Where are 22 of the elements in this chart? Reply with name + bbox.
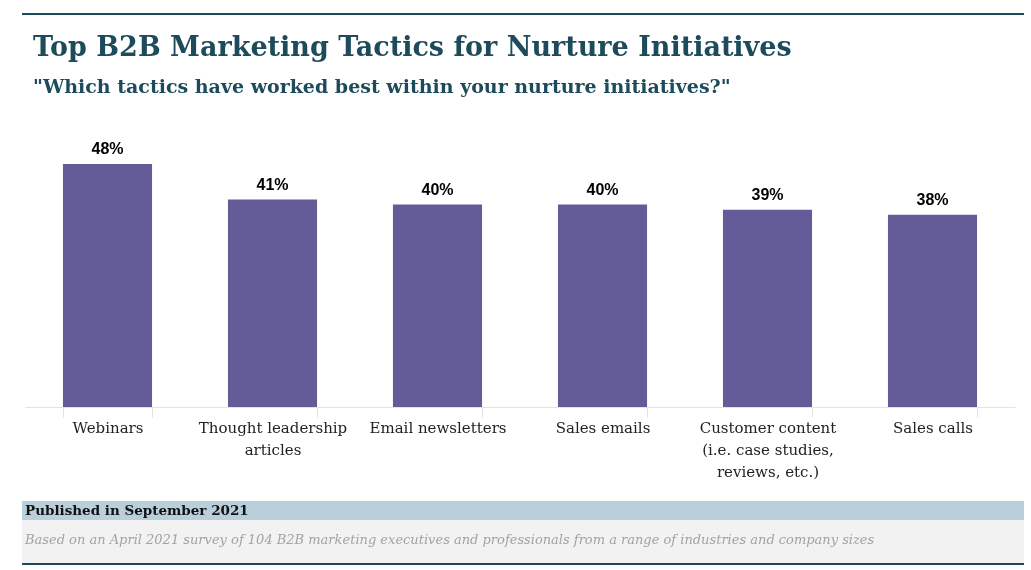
chart-subtitle: "Which tactics have worked best within your nurture initiatives?": [33, 75, 731, 98]
data-label: 40%: [421, 180, 454, 198]
chart-title: Top B2B Marketing Tactics for Nurture Initiatives: [33, 31, 792, 63]
x-tick-label: Customer content (i.e. case studies, reviews, etc.): [699, 418, 837, 481]
x-tick-label: Email newsletters: [369, 418, 507, 437]
bar: [722, 209, 813, 407]
footer-band: Published in September 2021: [22, 501, 1024, 520]
data-label: 38%: [916, 190, 949, 208]
x-tick-label: Sales emails: [555, 418, 651, 437]
data-label: 41%: [256, 175, 289, 193]
bar: [392, 204, 483, 407]
x-tick-label: Thought leadership articles: [198, 418, 348, 459]
x-tick-label: Webinars: [72, 418, 144, 437]
data-label: 39%: [751, 185, 784, 203]
bar: [62, 164, 153, 407]
bar: [887, 214, 978, 407]
footer-band: Based on an April 2021 survey of 104 B2B marketing executives and professionals from a range of industries and company sizes: [22, 520, 1024, 563]
data-label: 40%: [586, 180, 619, 198]
bar: [227, 199, 318, 407]
x-tick-label: Sales calls: [893, 418, 973, 437]
data-label: 48%: [91, 140, 124, 158]
bar: [557, 204, 648, 407]
